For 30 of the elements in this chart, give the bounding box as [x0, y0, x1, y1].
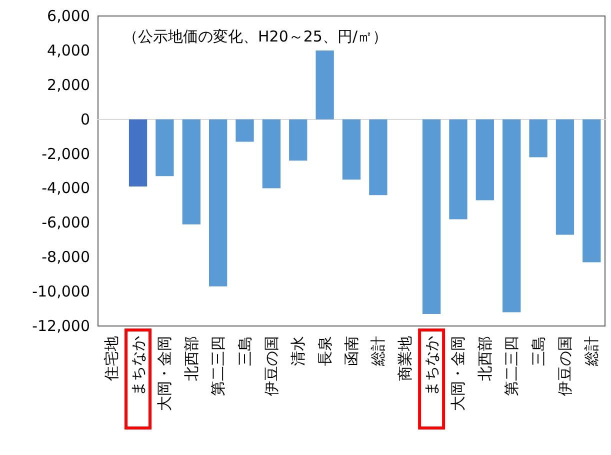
- x-tick-label: まちなか: [129, 336, 148, 396]
- x-tick-label: 三島: [236, 336, 254, 366]
- x-tick-label: 商業地: [396, 336, 414, 381]
- y-tick-label: 2,000: [47, 76, 90, 94]
- x-tick-label: 伊豆の国: [556, 336, 574, 396]
- y-tick-label: -2,000: [42, 144, 90, 163]
- x-tick-label: 北西部: [182, 336, 200, 381]
- x-tick-label: 第二三四: [209, 336, 228, 396]
- x-tick-label: 大岡・金岡: [156, 336, 174, 411]
- y-tick-label: -6,000: [42, 214, 90, 232]
- text: （公示地価の変化、H20～25、円/㎡）: [123, 28, 388, 46]
- x-tick-label: 伊豆の国: [262, 336, 280, 396]
- y-tick-label: 0: [80, 110, 90, 128]
- x-tick-label: 住宅地: [102, 336, 120, 382]
- y-tick-label: -4,000: [42, 179, 90, 198]
- x-tick-label: 総計: [582, 336, 601, 367]
- x-tick-label: 三島: [529, 336, 548, 366]
- y-tick-label: 4,000: [47, 41, 90, 60]
- x-tick-label: 長泉: [316, 336, 334, 366]
- y-tick-label: -10,000: [32, 282, 90, 301]
- y-tick-label: -12,000: [32, 317, 90, 335]
- x-tick-label: 函南: [342, 336, 360, 366]
- x-tick-label: 北西部: [476, 336, 494, 381]
- y-tick-label: -8,000: [42, 248, 90, 266]
- x-tick-label: 大岡・金岡: [449, 336, 468, 411]
- x-tick-label: まちなか: [422, 336, 441, 396]
- x-tick-label: 清水: [289, 336, 308, 366]
- x-tick-label: 総計: [369, 336, 388, 367]
- y-tick-label: 6,000: [47, 7, 90, 25]
- x-tick-label: 第二三四: [502, 336, 521, 396]
